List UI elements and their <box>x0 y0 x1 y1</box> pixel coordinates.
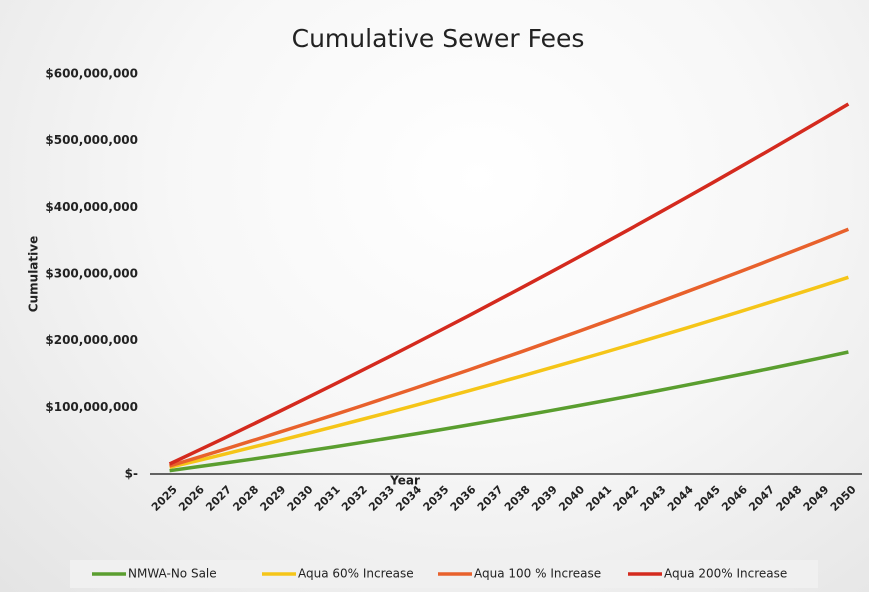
x-tick-label: 2044 <box>665 483 696 514</box>
x-tick-label: 2032 <box>339 483 370 514</box>
legend-label: Aqua 200% Increase <box>664 567 787 581</box>
y-tick-label: $100,000,000 <box>45 400 138 414</box>
x-tick-label: 2033 <box>366 483 397 514</box>
x-tick-label: 2039 <box>529 483 560 514</box>
x-tick-label: 2025 <box>149 483 180 514</box>
x-axis-label: Year <box>389 474 420 488</box>
x-tick-label: 2050 <box>828 483 859 514</box>
y-tick-label: $- <box>125 467 138 481</box>
x-tick-label: 2043 <box>638 483 669 514</box>
y-tick-label: $500,000,000 <box>45 133 138 147</box>
y-tick-label: $200,000,000 <box>45 333 138 347</box>
y-tick-label: $400,000,000 <box>45 200 138 214</box>
x-tick-label: 2040 <box>556 483 587 514</box>
series-line <box>169 350 849 473</box>
x-tick-label: 2041 <box>583 483 614 514</box>
x-tick-label: 2045 <box>692 483 723 514</box>
x-tick-label: 2029 <box>258 483 289 514</box>
x-tick-label: 2049 <box>801 483 832 514</box>
x-tick-label: 2028 <box>230 483 261 514</box>
legend-label: Aqua 100 % Increase <box>474 567 601 581</box>
x-tick-label: 2037 <box>475 483 506 514</box>
x-tick-label: 2026 <box>176 483 207 514</box>
y-tick-label: $600,000,000 <box>45 67 138 81</box>
y-axis-label: Cumulative <box>27 236 41 312</box>
x-tick-label: 2042 <box>611 483 642 514</box>
x-tick-label: 2038 <box>502 483 533 514</box>
x-tick-label: 2048 <box>774 483 805 514</box>
x-tick-label: 2027 <box>203 483 234 514</box>
x-tick-label: 2035 <box>421 483 452 514</box>
x-tick-label: 2036 <box>448 483 479 514</box>
legend-label: Aqua 60% Increase <box>298 567 414 581</box>
y-tick-label: $300,000,000 <box>45 267 138 281</box>
series-line <box>168 102 850 466</box>
chart-title: Cumulative Sewer Fees <box>292 24 585 53</box>
x-tick-label: 2030 <box>285 483 316 514</box>
series-line <box>169 275 849 470</box>
legend-label: NMWA-No Sale <box>128 567 217 581</box>
series-line <box>169 227 850 468</box>
x-tick-label: 2047 <box>746 483 777 514</box>
x-tick-label: 2046 <box>719 483 750 514</box>
x-tick-label: 2031 <box>312 483 343 514</box>
